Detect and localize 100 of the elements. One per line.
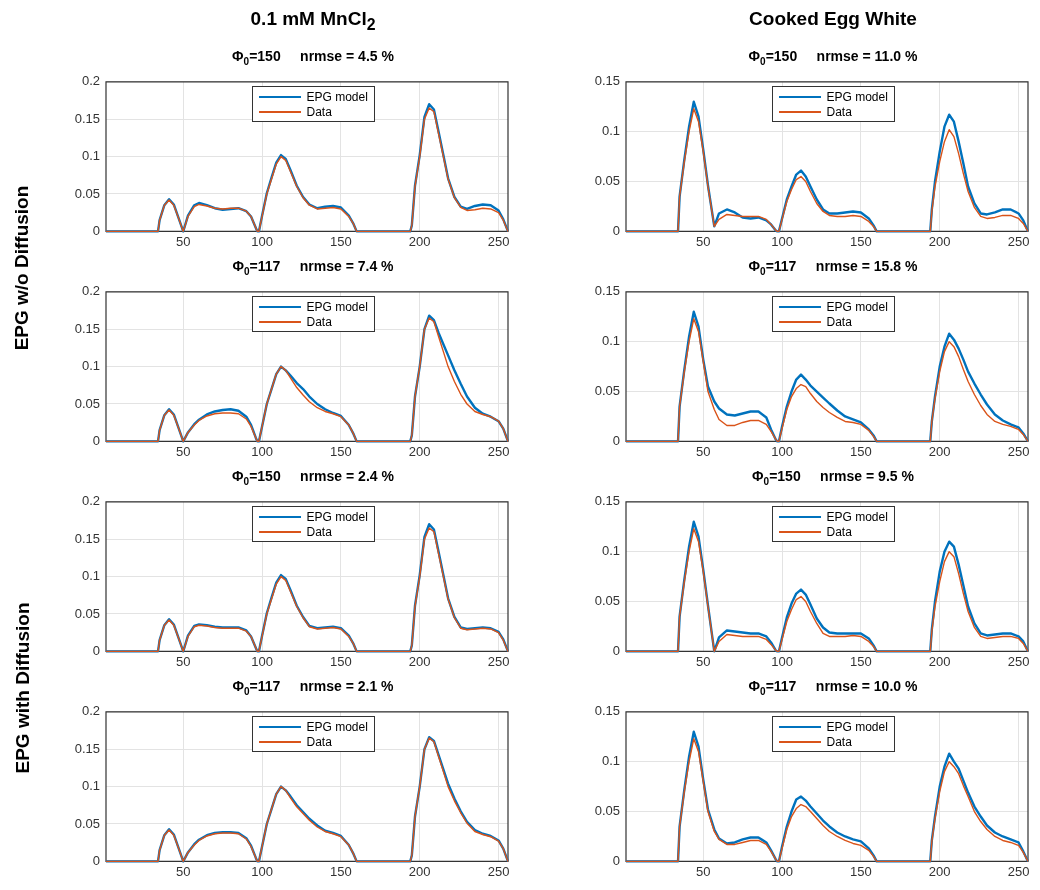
x-tick-label: 50	[696, 233, 711, 249]
y-tick-label: 0.2	[81, 73, 100, 89]
legend-label: Data	[826, 314, 852, 329]
x-tick-label: 200	[928, 863, 951, 879]
x-tick-label: 250	[487, 863, 510, 879]
y-tick-label: 0.05	[74, 815, 100, 831]
legend-label: EPG model	[306, 299, 368, 314]
x-tick-label: 50	[696, 863, 711, 879]
x-tick-label: 200	[408, 443, 431, 459]
x-tick-label: 250	[1007, 863, 1030, 879]
x-tick-label: 50	[176, 233, 191, 249]
y-tick-label: 0	[92, 852, 100, 868]
legend-label: Data	[306, 104, 332, 119]
y-tick-label: 0.1	[81, 358, 100, 374]
legend-label: Data	[826, 524, 852, 539]
text: 0.1 mM MnCl$_{2}$	[249, 8, 377, 34]
x-tick-label: 150	[330, 863, 352, 879]
chart-title: Φ$_{0}$=117 nrmse = 15.8 %	[747, 258, 919, 277]
x-tick-label: 150	[330, 443, 352, 459]
y-tick-label: 0.05	[594, 383, 620, 399]
x-tick-label: 50	[696, 443, 711, 459]
x-tick-label: 200	[408, 233, 431, 249]
legend-label: EPG model	[826, 509, 888, 524]
y-tick-label: 0.05	[74, 605, 100, 621]
x-tick-label: 100	[771, 863, 793, 879]
y-tick-label: 0.2	[81, 493, 100, 509]
x-tick-label: 50	[176, 443, 191, 459]
text: Cooked Egg White	[748, 8, 918, 30]
chart-title: Φ$_{0}$=117 nrmse = 7.4 %	[231, 258, 395, 277]
x-tick-label: 200	[408, 863, 431, 879]
x-tick-label: 150	[330, 233, 352, 249]
legend-label: EPG model	[826, 719, 888, 734]
legend-label: EPG model	[826, 89, 888, 104]
x-tick-label: 100	[251, 233, 273, 249]
y-tick-label: 0.05	[74, 395, 100, 411]
y-tick-label: 0.1	[601, 543, 620, 559]
y-tick-label: 0.1	[601, 333, 620, 349]
x-tick-label: 200	[928, 233, 951, 249]
x-tick-label: 100	[771, 443, 793, 459]
y-tick-label: 0	[612, 852, 620, 868]
x-tick-label: 100	[251, 863, 273, 879]
legend-label: Data	[306, 734, 332, 749]
y-tick-label: 0.15	[594, 703, 620, 719]
chart-title: Φ$_{0}$=150 nrmse = 11.0 %	[747, 48, 919, 67]
y-tick-label: 0.1	[81, 778, 100, 794]
x-tick-label: 200	[408, 653, 431, 669]
x-tick-label: 250	[1007, 233, 1030, 249]
y-tick-label: 0	[612, 432, 620, 448]
x-tick-label: 250	[487, 233, 510, 249]
y-tick-label: 0.1	[601, 123, 620, 139]
legend-label: EPG model	[306, 89, 368, 104]
y-tick-label: 0.2	[81, 283, 100, 299]
x-tick-label: 50	[696, 653, 711, 669]
chart-title: Φ$_{0}$=150 nrmse = 4.5 %	[231, 48, 395, 67]
y-tick-label: 0.15	[74, 320, 100, 336]
legend-label: EPG model	[306, 509, 368, 524]
y-tick-label: 0.05	[594, 593, 620, 609]
y-tick-label: 0.1	[601, 753, 620, 769]
x-tick-label: 200	[928, 443, 951, 459]
y-tick-label: 0	[612, 642, 620, 658]
x-tick-label: 150	[850, 653, 872, 669]
x-tick-label: 150	[850, 233, 872, 249]
legend-label: EPG model	[826, 299, 888, 314]
y-tick-label: 0.15	[74, 530, 100, 546]
y-tick-label: 0.15	[594, 493, 620, 509]
x-tick-label: 250	[487, 443, 510, 459]
legend-label: Data	[306, 314, 332, 329]
y-tick-label: 0	[92, 642, 100, 658]
x-tick-label: 150	[330, 653, 352, 669]
chart-title: Φ$_{0}$=117 nrmse = 2.1 %	[231, 678, 395, 697]
x-tick-label: 100	[251, 443, 273, 459]
y-tick-label: 0.15	[74, 740, 100, 756]
y-tick-label: 0.05	[74, 185, 100, 201]
x-tick-label: 150	[850, 863, 872, 879]
legend-label: EPG model	[306, 719, 368, 734]
x-tick-label: 50	[176, 863, 191, 879]
x-tick-label: 100	[251, 653, 273, 669]
y-tick-label: 0.15	[74, 110, 100, 126]
chart-title: Φ$_{0}$=150 nrmse = 2.4 %	[231, 468, 395, 487]
x-tick-label: 200	[928, 653, 951, 669]
x-tick-label: 100	[771, 233, 793, 249]
legend-label: Data	[306, 524, 332, 539]
chart-title: Φ$_{0}$=117 nrmse = 10.0 %	[747, 678, 919, 697]
x-tick-label: 100	[771, 653, 793, 669]
chart-title: Φ$_{0}$=150 nrmse = 9.5 %	[751, 468, 915, 487]
y-tick-label: 0.15	[594, 73, 620, 89]
x-tick-label: 250	[1007, 443, 1030, 459]
y-tick-label: 0	[92, 222, 100, 238]
y-tick-label: 0.1	[81, 568, 100, 584]
legend-label: Data	[826, 104, 852, 119]
y-tick-label: 0	[92, 432, 100, 448]
x-tick-label: 250	[1007, 653, 1030, 669]
legend-label: Data	[826, 734, 852, 749]
y-tick-label: 0.15	[594, 283, 620, 299]
x-tick-label: 150	[850, 443, 872, 459]
text: EPG w/o Diffusion	[10, 185, 33, 351]
y-tick-label: 0.05	[594, 803, 620, 819]
x-tick-label: 50	[176, 653, 191, 669]
y-tick-label: 0.05	[594, 173, 620, 189]
y-tick-label: 0	[612, 222, 620, 238]
